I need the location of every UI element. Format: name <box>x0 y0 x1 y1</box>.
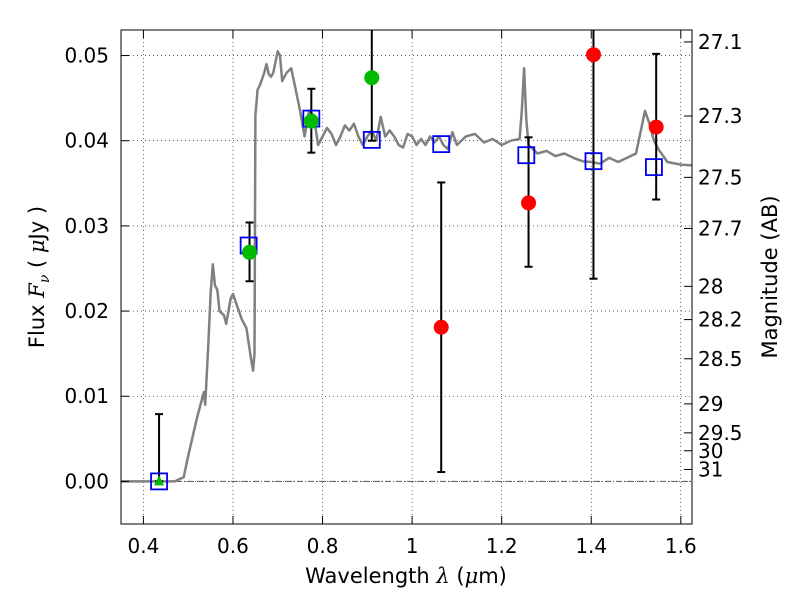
red-point <box>521 195 537 211</box>
x-tick-label: 0.6 <box>217 534 249 558</box>
x-tick-label: 1 <box>406 534 419 558</box>
y2-tick-label: 28.2 <box>698 308 743 332</box>
x-tick-label: 0.4 <box>127 534 159 558</box>
y2-axis-label: Magnitude (AB) <box>758 195 782 358</box>
y2-tick-label: 28.5 <box>698 347 743 371</box>
red-point <box>648 119 664 135</box>
plot-background <box>121 30 692 524</box>
plot-frame <box>120 29 693 525</box>
x-tick-labels: 0.4 0.6 0.8 1 1.2 1.4 1.6 <box>127 534 696 558</box>
y2-tick-label: 29.5 <box>698 421 743 445</box>
y2-tick-label: 27.7 <box>698 216 743 240</box>
y-tick-label: 0.00 <box>64 469 109 493</box>
green-point <box>303 113 319 129</box>
y-tick-label: 0.01 <box>64 384 109 408</box>
x-tick-label: 1.2 <box>486 534 518 558</box>
y2-tick-label: 31 <box>698 457 723 481</box>
photometry-square <box>517 146 536 165</box>
green-point <box>364 70 380 86</box>
photometry-square <box>150 472 168 491</box>
y-tick-labels: 0.00 0.01 0.02 0.03 0.04 0.05 <box>64 44 109 494</box>
y2-tick-label: 29 <box>698 392 723 416</box>
y2-tick-label: 30 <box>698 439 723 463</box>
x-tick-label: 1.6 <box>665 534 697 558</box>
photometry-square <box>584 152 603 171</box>
red-point <box>585 47 601 63</box>
red-point <box>433 319 449 335</box>
photometry-square <box>362 130 381 149</box>
y2-tick-label: 28 <box>698 274 723 298</box>
detection-markers <box>154 47 664 486</box>
green-point <box>242 244 258 260</box>
y2-tick-label: 27.5 <box>698 165 743 189</box>
limit-triangle <box>154 475 165 486</box>
x-tick-label: 1.4 <box>575 534 607 558</box>
x-tick-label: 0.8 <box>307 534 339 558</box>
y-tick-label: 0.03 <box>64 214 109 238</box>
y2-tick-label: 27.3 <box>698 104 743 128</box>
y-tick-label: 0.04 <box>64 129 109 153</box>
x-axis-label: Wavelength λ (μm) <box>305 564 507 588</box>
photometry-square <box>432 135 451 154</box>
y-tick-label: 0.02 <box>64 299 109 323</box>
photometry-square <box>645 158 663 177</box>
model-sed-curve <box>121 50 693 483</box>
photometry-squares <box>150 109 663 491</box>
y-axis-label: Flux Fν ( μJy ) <box>25 206 53 348</box>
axis-ticks <box>121 30 692 524</box>
y2-tick-label: 27.1 <box>698 30 743 54</box>
y-tick-label: 0.05 <box>64 44 109 68</box>
